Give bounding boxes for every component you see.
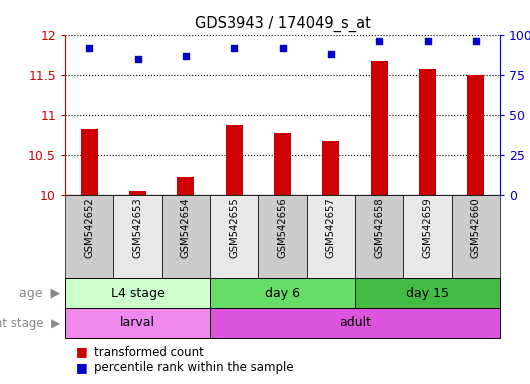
Bar <box>403 195 452 278</box>
Text: percentile rank within the sample: percentile rank within the sample <box>94 361 294 374</box>
Point <box>375 38 383 45</box>
Point <box>423 38 432 45</box>
Bar <box>419 70 436 384</box>
Bar <box>355 195 403 278</box>
Text: GSM542657: GSM542657 <box>326 197 336 258</box>
Bar <box>81 129 98 384</box>
Point <box>278 45 287 51</box>
Text: GSM542654: GSM542654 <box>181 197 191 258</box>
Bar <box>210 195 258 278</box>
Bar <box>113 195 162 278</box>
Bar <box>322 141 339 384</box>
Text: ■: ■ <box>76 346 87 359</box>
Text: adult: adult <box>339 316 371 329</box>
Text: GSM542653: GSM542653 <box>132 197 143 258</box>
Bar <box>65 278 210 308</box>
Bar <box>210 308 500 338</box>
Point <box>133 56 142 62</box>
Bar <box>178 177 195 384</box>
Point <box>85 45 93 51</box>
Bar <box>129 191 146 384</box>
Title: GDS3943 / 174049_s_at: GDS3943 / 174049_s_at <box>195 16 370 32</box>
Bar <box>355 278 500 308</box>
Text: day 15: day 15 <box>406 286 449 300</box>
Text: GSM542655: GSM542655 <box>229 197 239 258</box>
Point <box>472 38 480 45</box>
Text: L4 stage: L4 stage <box>111 286 164 300</box>
Bar <box>370 61 387 384</box>
Bar <box>258 195 307 278</box>
Bar <box>210 278 355 308</box>
Bar <box>452 195 500 278</box>
Text: larval: larval <box>120 316 155 329</box>
Bar <box>65 308 210 338</box>
Point <box>182 53 190 59</box>
Point <box>326 51 335 57</box>
Bar <box>162 195 210 278</box>
Text: GSM542652: GSM542652 <box>84 197 94 258</box>
Text: transformed count: transformed count <box>94 346 204 359</box>
Text: GSM542658: GSM542658 <box>374 197 384 258</box>
Text: day 6: day 6 <box>265 286 300 300</box>
Point <box>230 45 239 51</box>
Bar <box>307 195 355 278</box>
Text: GSM542660: GSM542660 <box>471 197 481 258</box>
Text: age  ▶: age ▶ <box>19 286 60 300</box>
Text: development stage  ▶: development stage ▶ <box>0 316 60 329</box>
Bar <box>65 195 113 278</box>
Bar <box>226 124 243 384</box>
Text: ■: ■ <box>76 361 87 374</box>
Bar <box>274 132 291 384</box>
Bar <box>467 75 484 384</box>
Text: GSM542656: GSM542656 <box>278 197 287 258</box>
Text: GSM542659: GSM542659 <box>422 197 432 258</box>
